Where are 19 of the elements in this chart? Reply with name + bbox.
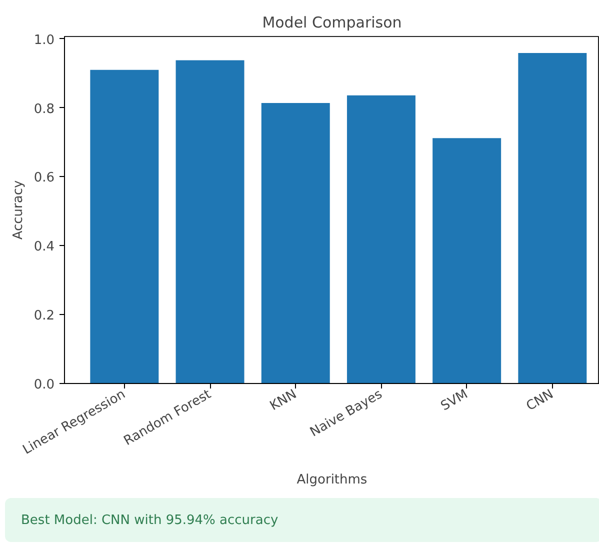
y-tick-label: 0.8 [34,102,55,117]
text: Best Model: CNN with 95.94% accuracy [21,512,278,530]
bar [518,53,587,384]
y-tick-label: 0.4 [34,240,55,255]
bar [90,70,159,384]
x-axis-title: Algorithms [296,472,368,488]
bar [176,60,244,384]
bar [432,138,502,384]
x-tick-label: CNN [524,387,556,414]
y-tick-label: 1.0 [34,32,55,48]
x-tick-label: KNN [268,387,300,414]
y-tick-label: 0.2 [34,308,55,324]
bar [261,103,330,384]
x-tick-label: SVM [438,387,471,414]
chart-title: Model Comparison [262,14,402,32]
y-axis-title: Accuracy [10,180,26,240]
bar [346,95,416,384]
y-tick-label: 0.0 [34,378,55,392]
y-tick-label: 0.6 [34,170,55,186]
